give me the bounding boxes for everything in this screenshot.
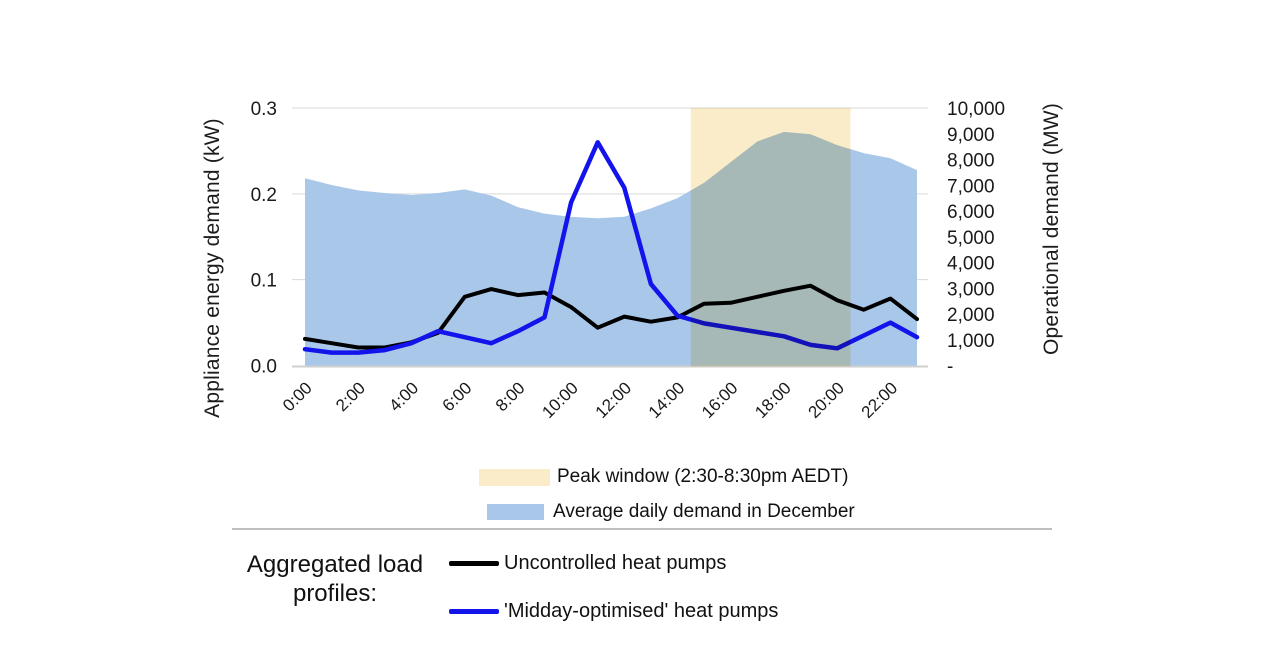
legend-midday-optimised: 'Midday-optimised' heat pumps [449, 600, 778, 623]
legend-average-demand: Average daily demand in December [487, 501, 855, 523]
x-axis-tick: 14:00 [645, 378, 689, 422]
x-axis-tick: 20:00 [804, 378, 848, 422]
left-axis-tick: 0.3 [251, 99, 277, 120]
left-axis-tick: 0.0 [251, 357, 277, 378]
legend-uncontrolled: Uncontrolled heat pumps [449, 552, 726, 575]
right-axis-tick: 7,000 [947, 176, 995, 197]
x-axis-tick: 12:00 [592, 378, 636, 422]
right-axis-tick: 5,000 [947, 228, 995, 249]
uncontrolled-label: Uncontrolled heat pumps [504, 552, 727, 574]
x-axis-tick: 8:00 [492, 378, 529, 415]
average-demand-swatch [487, 504, 544, 520]
right-axis-title: Operational demand (MW) [1040, 102, 1063, 356]
right-axis-tick: 6,000 [947, 202, 995, 223]
peak-window-swatch [479, 468, 550, 486]
midday-optimised-label: 'Midday-optimised' heat pumps [504, 600, 779, 622]
peak-window-band [690, 108, 851, 367]
right-axis-tick: 4,000 [947, 254, 995, 275]
left-axis-tick: 0.2 [251, 185, 277, 206]
x-axis-tick: 6:00 [439, 378, 476, 415]
midday-optimised-line-swatch [449, 609, 499, 614]
right-axis-tick: 2,000 [947, 305, 995, 326]
right-axis-tick: 1,000 [947, 331, 995, 352]
x-axis-tick: 2:00 [332, 378, 369, 415]
right-axis-tick: 10,000 [947, 99, 1005, 120]
x-axis-tick: 0:00 [279, 378, 316, 415]
x-axis-tick: 22:00 [858, 378, 902, 422]
peak-window-label: Peak window (2:30-8:30pm AEDT) [557, 466, 849, 487]
x-axis-tick: 18:00 [751, 378, 795, 422]
uncontrolled-line-swatch [449, 561, 499, 566]
bottom-legend-title: Aggregated load profiles: [246, 551, 424, 607]
right-axis-tick: 3,000 [947, 279, 995, 300]
average-demand-label: Average daily demand in December [553, 501, 855, 522]
left-axis-tick: 0.1 [251, 271, 277, 292]
x-axis-tick: 10:00 [538, 378, 582, 422]
x-axis-tick: 4:00 [385, 378, 422, 415]
left-axis-title: Appliance energy demand (kW) [201, 118, 224, 418]
legend-peak-window: Peak window (2:30-8:30pm AEDT) [479, 466, 848, 488]
x-axis-tick: 16:00 [698, 378, 742, 422]
right-axis-tick: - [947, 357, 953, 378]
right-axis-tick: 8,000 [947, 151, 995, 172]
right-axis-tick: 9,000 [947, 125, 995, 146]
section-divider [232, 528, 1052, 530]
